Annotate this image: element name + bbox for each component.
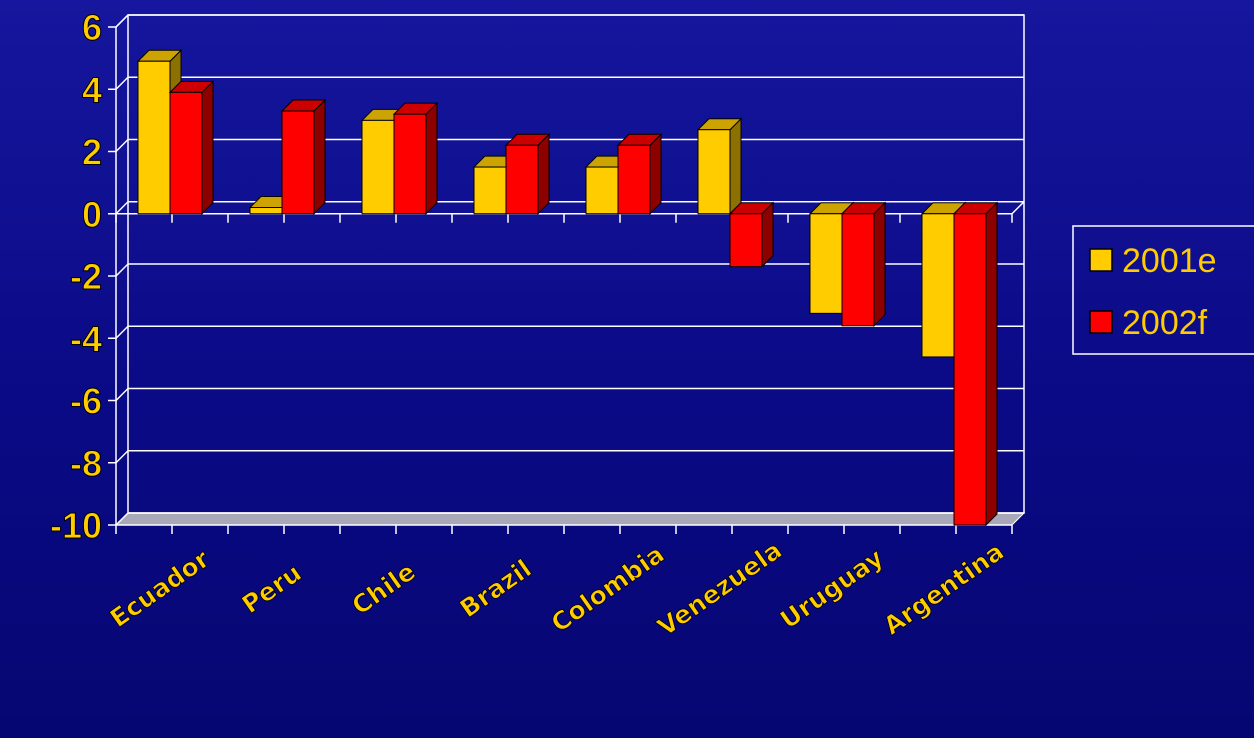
category-label-peru: Peru [237,558,307,619]
gridline-side [115,325,129,339]
y-tick-label: -6 [70,381,102,422]
y-tick-label: -8 [70,443,102,484]
y-tick-label: 2 [82,132,102,173]
legend-box [1072,225,1254,355]
bar-chile-2002f [392,101,439,215]
y-tick-label: 6 [82,7,102,48]
bar-side [873,201,886,328]
gridline-side [115,201,129,215]
bar-front [809,213,843,314]
axes [108,14,1025,534]
gridline-side [115,138,129,153]
bar-front [953,213,987,526]
bar-side [985,201,998,527]
bar-front [137,60,171,215]
legend: 2001e 2002f [1072,225,1254,355]
bar-front [361,119,395,215]
bar-front [505,144,539,215]
bar-side [313,98,326,215]
bar-front [169,91,203,215]
bar-front [617,144,651,215]
bar-front [393,113,427,215]
bar-front [729,213,763,268]
left-wall-top [115,14,129,28]
bars [136,49,999,527]
gridlines [115,14,1025,526]
bar-side [537,133,550,215]
gridline-side [115,387,129,402]
y-tick-label: 4 [82,69,102,110]
bar-side [425,101,438,215]
chart-floor [114,512,1026,526]
bar-front [697,129,731,215]
legend-label-2002f: 2002f [1122,304,1208,342]
bar-side [201,80,214,215]
bar-front [249,207,283,215]
category-label-uruguay: Uruguay [775,543,889,635]
gridline-side [115,263,129,277]
bar-front [281,110,315,215]
category-label-ecuador: Ecuador [105,544,216,634]
legend-label-2001e: 2001e [1122,242,1217,280]
category-label-chile: Chile [347,557,421,621]
category-label-venezuela: Venezuela [652,535,787,642]
bar-peru-2002f [280,98,327,215]
bar-ecuador-2002f [168,80,215,215]
bar-venezuela-2002f [728,201,775,268]
bar-venezuela-2001e [696,117,743,215]
y-tick-label: 0 [82,194,102,235]
category-labels: Ecuador Peru Chile Brazil ColombiaVenezuelaU… [104,535,1009,642]
y-tick-labels: 6 4 2 0 -2 -4 -6 -8 -10 [49,7,102,547]
gridline-side [115,450,129,464]
bar-front [921,213,955,358]
bar-uruguay-2002f [840,201,887,328]
legend-swatch-2001e [1089,248,1113,272]
y-tick-label: -2 [70,256,102,297]
bar-front [841,213,875,327]
y-tick-label: -10 [50,505,102,546]
bar-front [585,166,619,215]
bar-brazil-2002f [504,133,551,215]
category-label-colombia: Colombia [546,539,670,638]
y-tick-label: -4 [70,318,102,359]
bar-front [473,166,507,215]
bar-argentina-2002f [952,201,999,527]
bar-colombia-2002f [616,133,663,215]
legend-swatch-2002f [1089,310,1113,334]
gridline-side [115,76,129,90]
gridline-side [115,512,129,526]
floor-slab [114,512,1026,526]
category-label-argentina: Argentina [878,537,1009,641]
category-label-brazil: Brazil [455,554,537,624]
bar-side [649,133,662,215]
bar-side [729,117,742,215]
x-axis-end [1011,201,1025,215]
